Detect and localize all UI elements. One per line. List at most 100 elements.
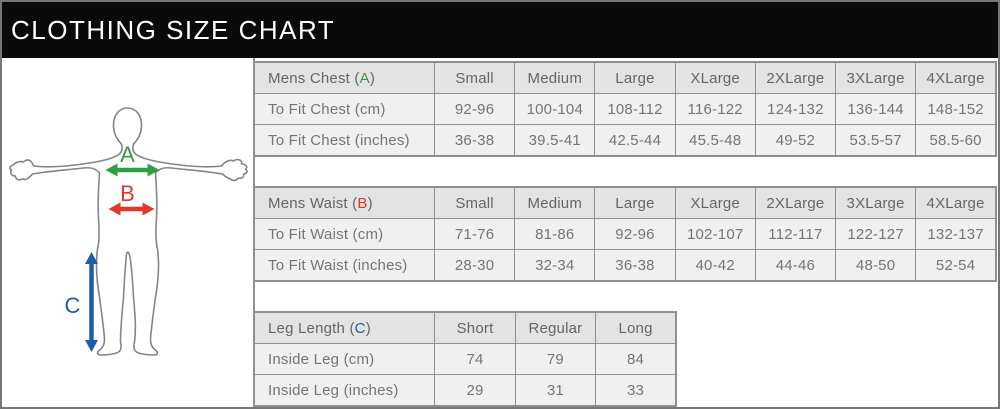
table-row: To Fit Waist (cm) 71-76 81-86 92-96 102-107 1… (253, 218, 997, 250)
body-measurement-diagram: A B C (8, 107, 248, 356)
leg-label: C (65, 293, 81, 318)
size-value-cell: 32-34 (514, 249, 596, 282)
content-area: A B C Mens Chest (A) Small Medium Large XLar… (2, 58, 998, 407)
leg-arrow: C (65, 252, 98, 352)
size-value-cell: 81-86 (514, 218, 596, 250)
table-row: Inside Leg (cm) 74 79 84 (253, 343, 677, 375)
size-value-cell: 84 (595, 343, 677, 375)
chest-label: A (120, 142, 135, 167)
chest-arrowhead-right (147, 163, 160, 177)
size-value-cell: 36-38 (433, 124, 516, 157)
row-label-cell: To Fit Chest (inches) (253, 124, 435, 157)
size-value-cell: 36-38 (594, 249, 676, 282)
size-value-cell: 108-112 (594, 93, 676, 125)
size-value-cell: 44-46 (754, 249, 837, 282)
size-value-cell: 74 (434, 343, 516, 375)
size-value-cell: 39.5-41 (514, 124, 596, 157)
size-column-header: Long (595, 311, 677, 344)
size-value-cell: 49-52 (754, 124, 837, 157)
waist-arrowhead-right (142, 202, 155, 216)
mens-waist-table: Mens Waist (B) Small Medium Large XLarge 2XLa… (253, 186, 997, 282)
table-title-prefix: Leg Length ( (268, 319, 355, 337)
size-value-cell: 71-76 (433, 218, 516, 250)
size-value-cell: 132-137 (915, 218, 997, 250)
title-bar: CLOTHING SIZE CHART (2, 2, 998, 58)
size-value-cell: 79 (514, 343, 597, 375)
size-column-header: Regular (514, 311, 597, 344)
page-title: CLOTHING SIZE CHART (11, 14, 336, 45)
size-value-cell: 100-104 (514, 93, 596, 125)
size-value-cell: 31 (514, 374, 597, 407)
leg-arrowhead-top (85, 252, 98, 264)
size-value-cell: 52-54 (915, 249, 997, 282)
row-label-cell: To Fit Waist (cm) (253, 218, 435, 250)
size-column-header: XLarge (674, 186, 756, 219)
table-title-prefix: Mens Waist ( (268, 194, 358, 212)
chest-arrow: A (105, 142, 160, 177)
size-value-cell: 58.5-60 (915, 124, 997, 157)
row-label-cell: To Fit Chest (cm) (253, 93, 435, 125)
waist-arrow: B (108, 181, 155, 216)
table-title-cell: Mens Waist (B) (253, 186, 435, 219)
size-column-header: XLarge (674, 61, 756, 94)
table-title-prefix: Mens Chest ( (268, 69, 360, 87)
size-column-header: Large (594, 61, 676, 94)
table-title-suffix: ) (367, 194, 373, 212)
table-row: To Fit Waist (inches) 28-30 32-34 36-38 40-4… (253, 249, 997, 282)
size-column-header: 4XLarge (915, 186, 997, 219)
chest-arrowhead-left (105, 163, 118, 177)
table-header-row: Leg Length (C) Short Regular Long (253, 311, 677, 344)
table-title-letter: B (357, 194, 368, 212)
row-label-cell: Inside Leg (cm) (253, 343, 436, 375)
size-column-header: Large (594, 186, 676, 219)
size-value-cell: 122-127 (834, 218, 917, 250)
waist-arrowhead-left (108, 202, 121, 216)
size-column-header: 3XLarge (834, 186, 917, 219)
mens-chest-table: Mens Chest (A) Small Medium Large XLarge 2XLa… (253, 61, 997, 157)
table-header-row: Mens Chest (A) Small Medium Large XLarge 2XLa… (253, 61, 997, 94)
size-value-cell: 92-96 (594, 218, 676, 250)
table-title-cell: Mens Chest (A) (253, 61, 435, 94)
size-value-cell: 29 (434, 374, 516, 407)
size-value-cell: 102-107 (674, 218, 756, 250)
size-value-cell: 112-117 (754, 218, 837, 250)
size-value-cell: 28-30 (433, 249, 516, 282)
body-outline (8, 107, 248, 356)
table-title-letter: A (359, 69, 370, 87)
size-column-header: Medium (514, 61, 596, 94)
table-title-suffix: ) (369, 69, 376, 87)
size-value-cell: 33 (595, 374, 677, 407)
size-column-header: 2XLarge (754, 186, 837, 219)
size-column-header: 3XLarge (834, 61, 917, 94)
row-label-cell: Inside Leg (inches) (253, 374, 436, 407)
size-column-header: 2XLarge (754, 61, 837, 94)
size-value-cell: 45.5-48 (674, 124, 756, 157)
size-value-cell: 40-42 (674, 249, 756, 282)
size-value-cell: 92-96 (433, 93, 516, 125)
table-row: To Fit Chest (inches) 36-38 39.5-41 42.5-44… (253, 124, 997, 157)
body-diagram-panel: A B C (2, 58, 253, 407)
size-column-header: Short (434, 311, 516, 344)
size-value-cell: 42.5-44 (594, 124, 676, 157)
table-title-letter: C (354, 319, 366, 337)
leg-arrowhead-bottom (85, 340, 98, 352)
size-value-cell: 148-152 (915, 93, 997, 125)
size-value-cell: 124-132 (754, 93, 837, 125)
size-column-header: 4XLarge (915, 61, 997, 94)
table-row: To Fit Chest (cm) 92-96 100-104 108-112 116-… (253, 93, 997, 125)
size-column-header: Small (433, 186, 516, 219)
size-column-header: Small (433, 61, 516, 94)
size-value-cell: 53.5-57 (834, 124, 917, 157)
leg-length-table: Leg Length (C) Short Regular Long Inside Leg… (253, 311, 677, 407)
size-column-header: Medium (514, 186, 596, 219)
table-title-cell: Leg Length (C) (253, 311, 436, 344)
size-value-cell: 136-144 (834, 93, 917, 125)
table-header-row: Mens Waist (B) Small Medium Large XLarge 2XLa… (253, 186, 997, 219)
table-row: Inside Leg (inches) 29 31 33 (253, 374, 677, 407)
row-label-cell: To Fit Waist (inches) (253, 249, 435, 282)
size-value-cell: 116-122 (674, 93, 756, 125)
size-value-cell: 48-50 (834, 249, 917, 282)
waist-label: B (120, 181, 135, 206)
table-title-suffix: ) (365, 319, 371, 337)
